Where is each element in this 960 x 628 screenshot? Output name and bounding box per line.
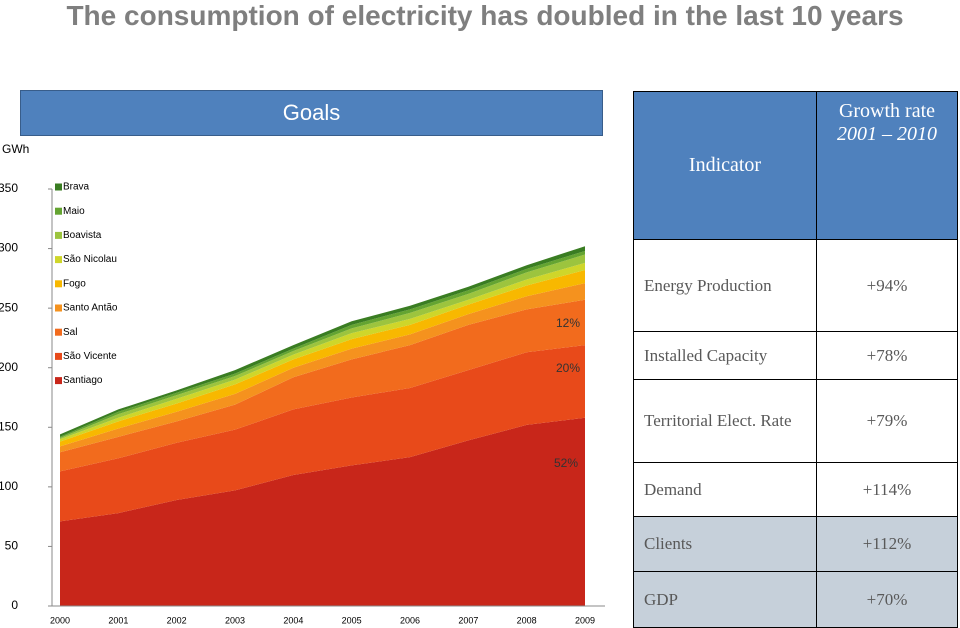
legend-swatch (55, 183, 62, 191)
x-tick-label: 2009 (575, 615, 595, 625)
indicator-name: Installed Capacity (633, 331, 817, 380)
annotation: 12% (556, 316, 580, 330)
legend-label: Santo Antão (63, 303, 118, 314)
legend-swatch (55, 328, 62, 336)
y-axis-label: GWh (2, 142, 29, 156)
legend-swatch (55, 304, 62, 312)
header-text: Growth rate (838, 100, 936, 122)
indicator-name: Energy Production (633, 239, 817, 332)
annotation: 52% (554, 456, 578, 470)
chart: GWh 0 50 100 150 200 250 300 350 2000 2001 2002 2003… (0, 142, 605, 625)
header-indicator: Indicator (633, 91, 817, 240)
y-tick-label: 350 (0, 181, 18, 195)
legend-label: Brava (63, 182, 90, 193)
x-tick-label: 2001 (108, 615, 128, 625)
area (60, 246, 585, 437)
growth-value: +112% (816, 516, 958, 572)
indicator-name: GDP (633, 571, 817, 628)
x-tick-label: 2004 (283, 615, 303, 625)
legend-label: Santiago (63, 375, 103, 386)
legend-swatch (55, 377, 62, 385)
y-tick-label: 50 (5, 539, 19, 553)
legend-label: Maio (63, 206, 85, 217)
header-text: 2001 – 2010 (837, 123, 937, 145)
annotation: 20% (556, 361, 580, 375)
x-tick-label: 2005 (342, 615, 362, 625)
x-tick-label: 2000 (50, 615, 70, 625)
area (60, 270, 585, 447)
growth-value: +78% (816, 331, 958, 380)
slide-title: The consumption of electricity has doubl… (66, 0, 904, 31)
y-tick-label: 250 (0, 300, 18, 314)
header-growth: Growth rate 2001 – 2010 (816, 91, 958, 240)
area (60, 262, 585, 442)
y-tick-label: 200 (0, 360, 18, 374)
growth-value: +94% (816, 239, 958, 332)
x-tick-label: 2003 (225, 615, 245, 625)
legend-label: São Nicolau (63, 254, 117, 265)
y-tick-label: 100 (0, 479, 18, 493)
area (60, 283, 585, 453)
legend-swatch (55, 207, 62, 215)
area (60, 417, 585, 606)
legend-swatch (55, 256, 62, 264)
y-tick-label: 300 (0, 241, 18, 255)
x-tick-label: 2006 (400, 615, 420, 625)
growth-value: +70% (816, 571, 958, 628)
legend-label: Fogo (63, 278, 86, 289)
growth-value: +114% (816, 462, 958, 517)
area (60, 345, 585, 522)
legend-swatch (55, 352, 62, 360)
goals-banner: Goals (20, 90, 603, 136)
indicator-name: Clients (633, 516, 817, 572)
legend-label: Sal (63, 327, 77, 338)
y-tick-label: 0 (11, 598, 18, 612)
y-tick-label: 150 (0, 419, 18, 433)
area (60, 254, 585, 440)
legend-swatch (55, 280, 62, 288)
legend-label: São Vicente (63, 351, 117, 362)
x-tick-label: 2007 (458, 615, 478, 625)
indicator-name: Demand (633, 462, 817, 517)
x-tick-label: 2002 (167, 615, 187, 625)
area (60, 250, 585, 439)
area (60, 299, 585, 472)
growth-value: +79% (816, 379, 958, 463)
legend-label: Boavista (63, 230, 102, 241)
x-tick-label: 2008 (517, 615, 537, 625)
indicator-name: Territorial Elect. Rate (633, 379, 817, 463)
legend-swatch (55, 231, 62, 239)
